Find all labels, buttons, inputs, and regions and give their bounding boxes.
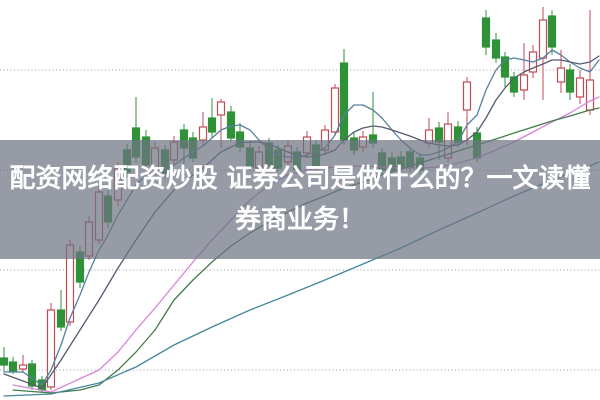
title-overlay-band (0, 140, 600, 259)
